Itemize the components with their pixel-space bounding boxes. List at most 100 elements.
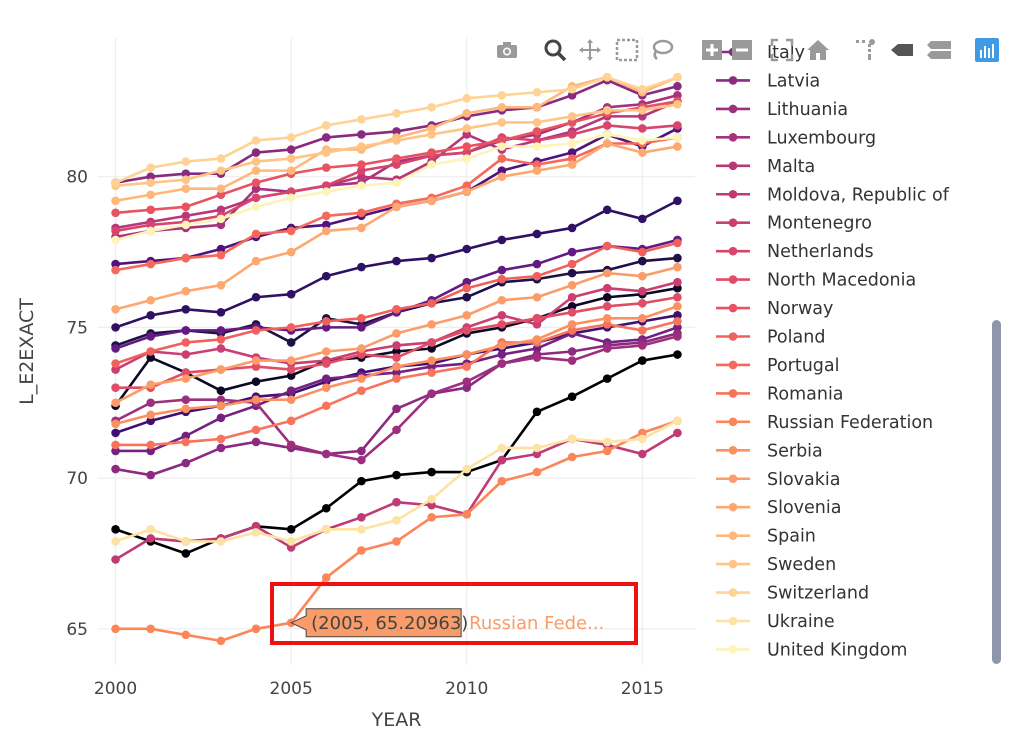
data-point[interactable]: [181, 458, 191, 468]
data-point[interactable]: [181, 368, 191, 377]
data-point[interactable]: [673, 196, 682, 206]
data-point[interactable]: [111, 464, 120, 474]
data-point[interactable]: [427, 320, 436, 329]
data-point[interactable]: [532, 449, 542, 459]
data-point[interactable]: [146, 205, 155, 215]
data-point[interactable]: [602, 314, 612, 323]
data-point[interactable]: [638, 286, 647, 296]
data-point[interactable]: [497, 295, 507, 305]
data-point[interactable]: [392, 537, 401, 546]
data-point[interactable]: [286, 187, 296, 197]
data-point[interactable]: [111, 178, 120, 187]
data-point[interactable]: [427, 298, 436, 308]
data-point[interactable]: [427, 103, 436, 112]
data-point[interactable]: [286, 386, 296, 395]
data-point[interactable]: [602, 268, 612, 278]
data-point[interactable]: [462, 464, 472, 474]
data-point[interactable]: [357, 350, 366, 359]
data-point[interactable]: [567, 118, 577, 127]
data-point[interactable]: [392, 347, 401, 356]
data-point[interactable]: [111, 419, 120, 429]
data-point[interactable]: [392, 329, 401, 338]
data-point[interactable]: [532, 443, 542, 453]
data-point[interactable]: [427, 512, 436, 522]
data-point[interactable]: [602, 292, 612, 302]
data-point[interactable]: [638, 136, 647, 145]
data-point[interactable]: [251, 425, 261, 435]
data-point[interactable]: [181, 169, 191, 178]
series-north-macedonia[interactable]: [111, 292, 682, 392]
data-point[interactable]: [321, 347, 331, 356]
data-point[interactable]: [497, 359, 507, 368]
data-point[interactable]: [251, 157, 261, 166]
data-point[interactable]: [357, 130, 366, 139]
data-point[interactable]: [321, 211, 331, 221]
data-point[interactable]: [673, 323, 682, 332]
data-point[interactable]: [602, 72, 612, 82]
data-point[interactable]: [497, 350, 507, 359]
data-point[interactable]: [427, 148, 436, 157]
data-point[interactable]: [251, 292, 261, 302]
data-point[interactable]: [497, 320, 507, 329]
data-point[interactable]: [532, 467, 542, 477]
data-point[interactable]: [567, 268, 577, 278]
data-point[interactable]: [427, 160, 436, 169]
data-point[interactable]: [146, 353, 155, 362]
legend-item[interactable]: Slovakia: [716, 470, 840, 490]
data-point[interactable]: [216, 365, 226, 374]
data-point[interactable]: [532, 103, 542, 112]
data-point[interactable]: [146, 332, 155, 341]
data-point[interactable]: [286, 338, 296, 347]
data-point[interactable]: [673, 81, 682, 91]
data-point[interactable]: [392, 127, 401, 136]
data-point[interactable]: [321, 573, 331, 582]
data-point[interactable]: [602, 320, 612, 329]
data-point[interactable]: [181, 304, 191, 314]
legend-item[interactable]: Romania: [716, 384, 844, 404]
legend-item[interactable]: Poland: [716, 328, 825, 348]
data-point[interactable]: [321, 220, 331, 230]
data-point[interactable]: [567, 320, 577, 329]
data-point[interactable]: [357, 374, 366, 383]
data-point[interactable]: [673, 262, 682, 272]
data-point[interactable]: [357, 181, 366, 191]
data-point[interactable]: [392, 374, 401, 383]
series-lithuania[interactable]: [111, 332, 682, 465]
data-point[interactable]: [392, 497, 401, 507]
data-point[interactable]: [673, 253, 682, 263]
data-point[interactable]: [321, 525, 331, 534]
data-point[interactable]: [497, 443, 507, 453]
data-point[interactable]: [321, 503, 331, 513]
data-point[interactable]: [427, 500, 436, 510]
data-point[interactable]: [251, 395, 261, 405]
data-point[interactable]: [251, 377, 261, 386]
data-point[interactable]: [638, 434, 647, 444]
data-point[interactable]: [321, 323, 331, 332]
lasso-icon[interactable]: [650, 38, 674, 62]
data-point[interactable]: [216, 190, 226, 200]
data-point[interactable]: [357, 208, 366, 218]
data-point[interactable]: [532, 320, 542, 329]
data-point[interactable]: [146, 624, 155, 634]
data-point[interactable]: [146, 347, 155, 356]
data-point[interactable]: [567, 434, 577, 444]
legend-item[interactable]: Norway: [716, 299, 833, 319]
data-point[interactable]: [638, 449, 647, 459]
data-point[interactable]: [216, 636, 226, 646]
data-point[interactable]: [567, 259, 577, 269]
data-point[interactable]: [497, 166, 507, 175]
data-point[interactable]: [567, 326, 577, 335]
data-point[interactable]: [638, 214, 647, 224]
data-point[interactable]: [286, 365, 296, 374]
data-point[interactable]: [532, 229, 542, 239]
data-point[interactable]: [251, 437, 261, 447]
data-point[interactable]: [673, 428, 682, 438]
legend-item[interactable]: Luxembourg: [716, 128, 876, 148]
data-point[interactable]: [673, 350, 682, 359]
data-point[interactable]: [392, 341, 401, 350]
data-point[interactable]: [673, 90, 682, 100]
data-point[interactable]: [392, 202, 401, 212]
data-point[interactable]: [392, 136, 401, 145]
data-point[interactable]: [392, 353, 401, 362]
data-point[interactable]: [251, 166, 261, 175]
